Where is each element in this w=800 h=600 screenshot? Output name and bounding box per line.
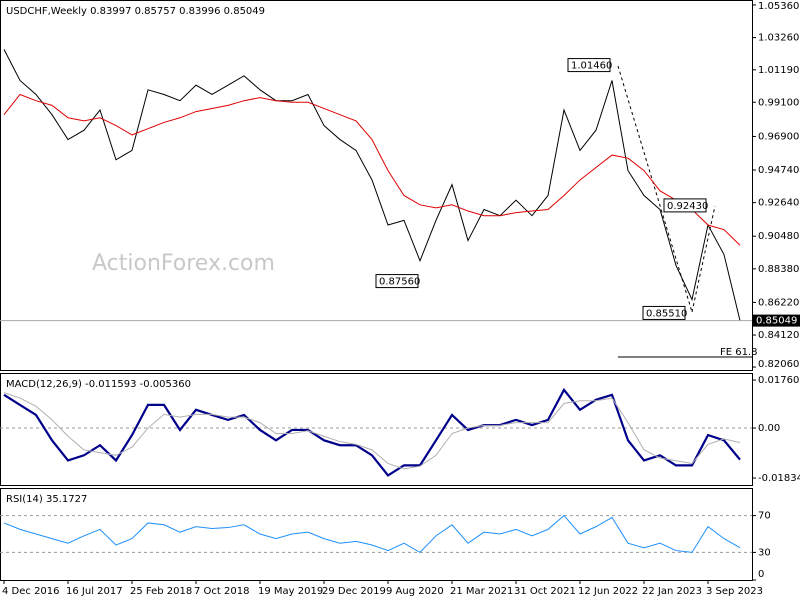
y-tick-label: -0.01834: [758, 473, 800, 484]
y-tick-label: 0.92640: [758, 198, 799, 209]
panel-frame: [0, 0, 753, 371]
y-tick-label: 0.017603: [758, 375, 800, 386]
y-tick-label: 0.96900: [758, 131, 799, 142]
x-tick-label: 16 Jul 2017: [66, 586, 123, 597]
y-tick-label: 1.03260: [758, 33, 799, 44]
series-line: [3, 392, 741, 470]
watermark: ActionForex.com: [92, 251, 275, 276]
x-tick-label: 4 Dec 2016: [2, 586, 60, 597]
y-tick-label: 1.05360: [758, 1, 799, 12]
x-tick-label: 25 Feb 2018: [130, 586, 192, 597]
series-line: [3, 93, 741, 246]
x-tick-label: 3 Sep 2023: [706, 586, 763, 597]
panel-frame: [0, 373, 753, 486]
annotation: 0.87560: [379, 277, 420, 288]
annotation-box: [375, 274, 419, 289]
x-tick-label: 19 May 2019: [258, 586, 323, 597]
dashed-projection: [691, 205, 716, 313]
annotation-box: [663, 198, 707, 213]
dashed-projection: [617, 65, 693, 313]
annotation-box: [642, 305, 686, 320]
y-tick-label: 0: [758, 569, 764, 580]
y-tick-label: 0.84120: [758, 330, 799, 341]
panel-title: USDCHF,Weekly 0.83997 0.85757 0.83996 0.…: [6, 6, 265, 17]
annotation-box: [567, 58, 611, 73]
series-line: [3, 514, 741, 554]
y-tick-label: 0.88380: [758, 264, 799, 275]
x-tick-label: 12 Jun 2022: [578, 586, 638, 597]
y-tick-label: 70: [758, 511, 771, 522]
y-tick-label: 0.86220: [758, 297, 799, 308]
y-tick-label: 0.00: [758, 423, 780, 434]
series-line: [3, 387, 741, 477]
y-tick-label: 1.01190: [758, 65, 799, 76]
y-tick-label: 0.94740: [758, 165, 799, 176]
x-tick-label: 31 Oct 2021: [514, 586, 576, 597]
x-tick-label: 29 Dec 2019: [322, 586, 386, 597]
y-tick-label: 0.90480: [758, 231, 799, 242]
x-tick-label: 7 Oct 2018: [194, 586, 249, 597]
panel-frame: [0, 488, 753, 581]
y-tick-label: 0.82060: [758, 359, 799, 370]
x-tick-label: 21 Mar 2021: [450, 586, 513, 597]
series-line: [3, 49, 741, 321]
annotation: 1.01460: [571, 61, 612, 72]
annotation: 0.85510: [646, 308, 687, 319]
annotation: 0.92430: [667, 201, 708, 212]
last-price-box: [752, 314, 800, 327]
y-tick-label: 0.99100: [758, 97, 799, 108]
x-tick-label: 9 Aug 2020: [386, 586, 444, 597]
last-price-label: 0.85049: [756, 316, 797, 327]
x-tick-label: 22 Jan 2023: [642, 586, 702, 597]
y-tick-label: 30: [758, 547, 771, 558]
panel-title: RSI(14) 35.1727: [6, 494, 87, 505]
panel-title: MACD(12,26,9) -0.011593 -0.005360: [6, 379, 191, 390]
annotation: FE 61.8: [720, 347, 758, 358]
